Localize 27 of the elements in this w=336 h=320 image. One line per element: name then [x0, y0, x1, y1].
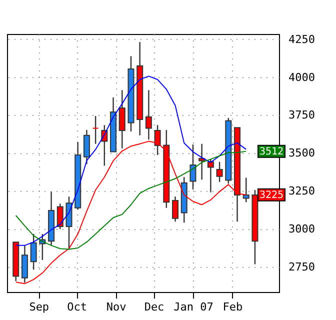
candlestick [172, 196, 179, 222]
candlestick [190, 144, 196, 190]
candlestick [118, 90, 126, 150]
data-label: 3512 [259, 146, 284, 158]
x-tick-label: Nov [106, 300, 127, 314]
x-tick-label: Sep [29, 300, 50, 314]
y-tick-label: 3750 [288, 108, 315, 122]
candlestick [242, 177, 250, 203]
y-tick-label: 3500 [288, 146, 315, 160]
candlestick [216, 161, 223, 183]
y-tick-label: 4000 [288, 70, 315, 84]
y-tick-label: 2750 [288, 260, 315, 274]
y-tick-label: 4250 [288, 32, 315, 46]
x-tick-label: Jan 07 [174, 300, 214, 314]
candlestick [92, 115, 99, 144]
data-label: 3225 [259, 190, 284, 201]
candlestick [83, 129, 90, 165]
candlestick [66, 196, 72, 250]
candlestick [21, 244, 28, 284]
x-tick-label: Oct [67, 300, 88, 314]
candlestick [30, 233, 37, 270]
candlestick [56, 203, 64, 230]
x-tick-label: Feb [222, 300, 243, 314]
x-tick-label: Dec [144, 300, 164, 314]
y-tick-label: 3000 [288, 222, 315, 236]
line-series [15, 150, 247, 250]
y-tick-label: 3250 [288, 184, 315, 198]
